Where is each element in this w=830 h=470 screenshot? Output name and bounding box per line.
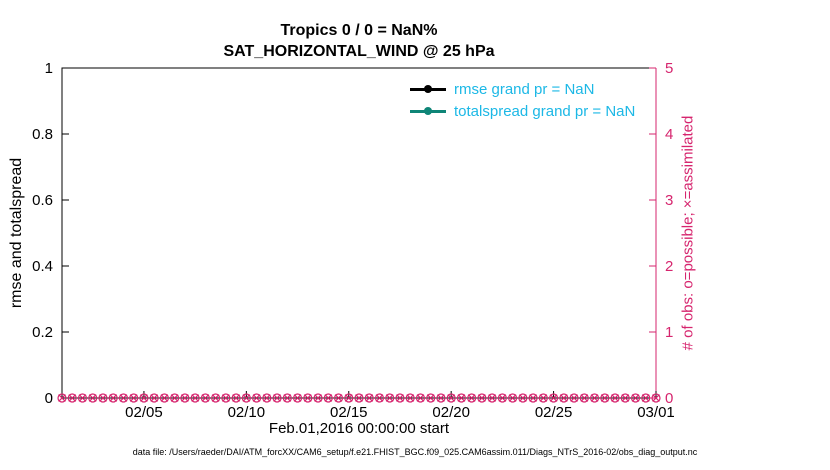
x-axis-label: Feb.01,2016 00:00:00 start [268,420,450,437]
totalspread-legend-line [410,107,446,115]
svg-text:0.6: 0.6 [32,192,53,209]
svg-text:02/15: 02/15 [330,404,368,421]
right-axis-label: # of obs: o=possible; ×=assimilated [679,115,697,351]
totalspread-legend-label: totalspread grand pr = NaN [454,102,636,120]
rmse-legend-label: rmse grand pr = NaN [454,80,595,98]
left-axis-label: rmse and totalspread [8,157,25,309]
totalspread-legend-dot [424,107,432,115]
svg-text:0: 0 [665,390,673,407]
svg-text:02/20: 02/20 [432,404,470,421]
chart-title: Tropics 0 / 0 = NaN% [280,22,438,39]
data-file-caption: data file: /Users/raeder/DAI/ATM_forcXX/… [132,447,698,457]
svg-text:0.4: 0.4 [32,258,53,275]
svg-text:0: 0 [45,390,53,407]
svg-text:5: 5 [665,60,673,77]
svg-text:3: 3 [665,192,673,209]
svg-text:02/05: 02/05 [125,404,163,421]
legend: rmse grand pr = NaN totalspread grand pr… [410,78,635,122]
svg-text:02/25: 02/25 [535,404,573,421]
svg-text:2: 2 [665,258,673,275]
svg-text:0.2: 0.2 [32,324,53,341]
legend-row-rmse: rmse grand pr = NaN [410,78,635,100]
chart-subtitle: SAT_HORIZONTAL_WIND @ 25 hPa [223,43,495,60]
legend-row-totalspread: totalspread grand pr = NaN [410,100,635,122]
svg-text:4: 4 [665,126,673,143]
rmse-legend-line [410,85,446,93]
svg-text:0.8: 0.8 [32,126,53,143]
svg-text:1: 1 [665,324,673,341]
rmse-legend-dot [424,85,432,93]
svg-text:1: 1 [45,60,53,77]
svg-text:03/01: 03/01 [637,404,675,421]
svg-text:02/10: 02/10 [228,404,266,421]
